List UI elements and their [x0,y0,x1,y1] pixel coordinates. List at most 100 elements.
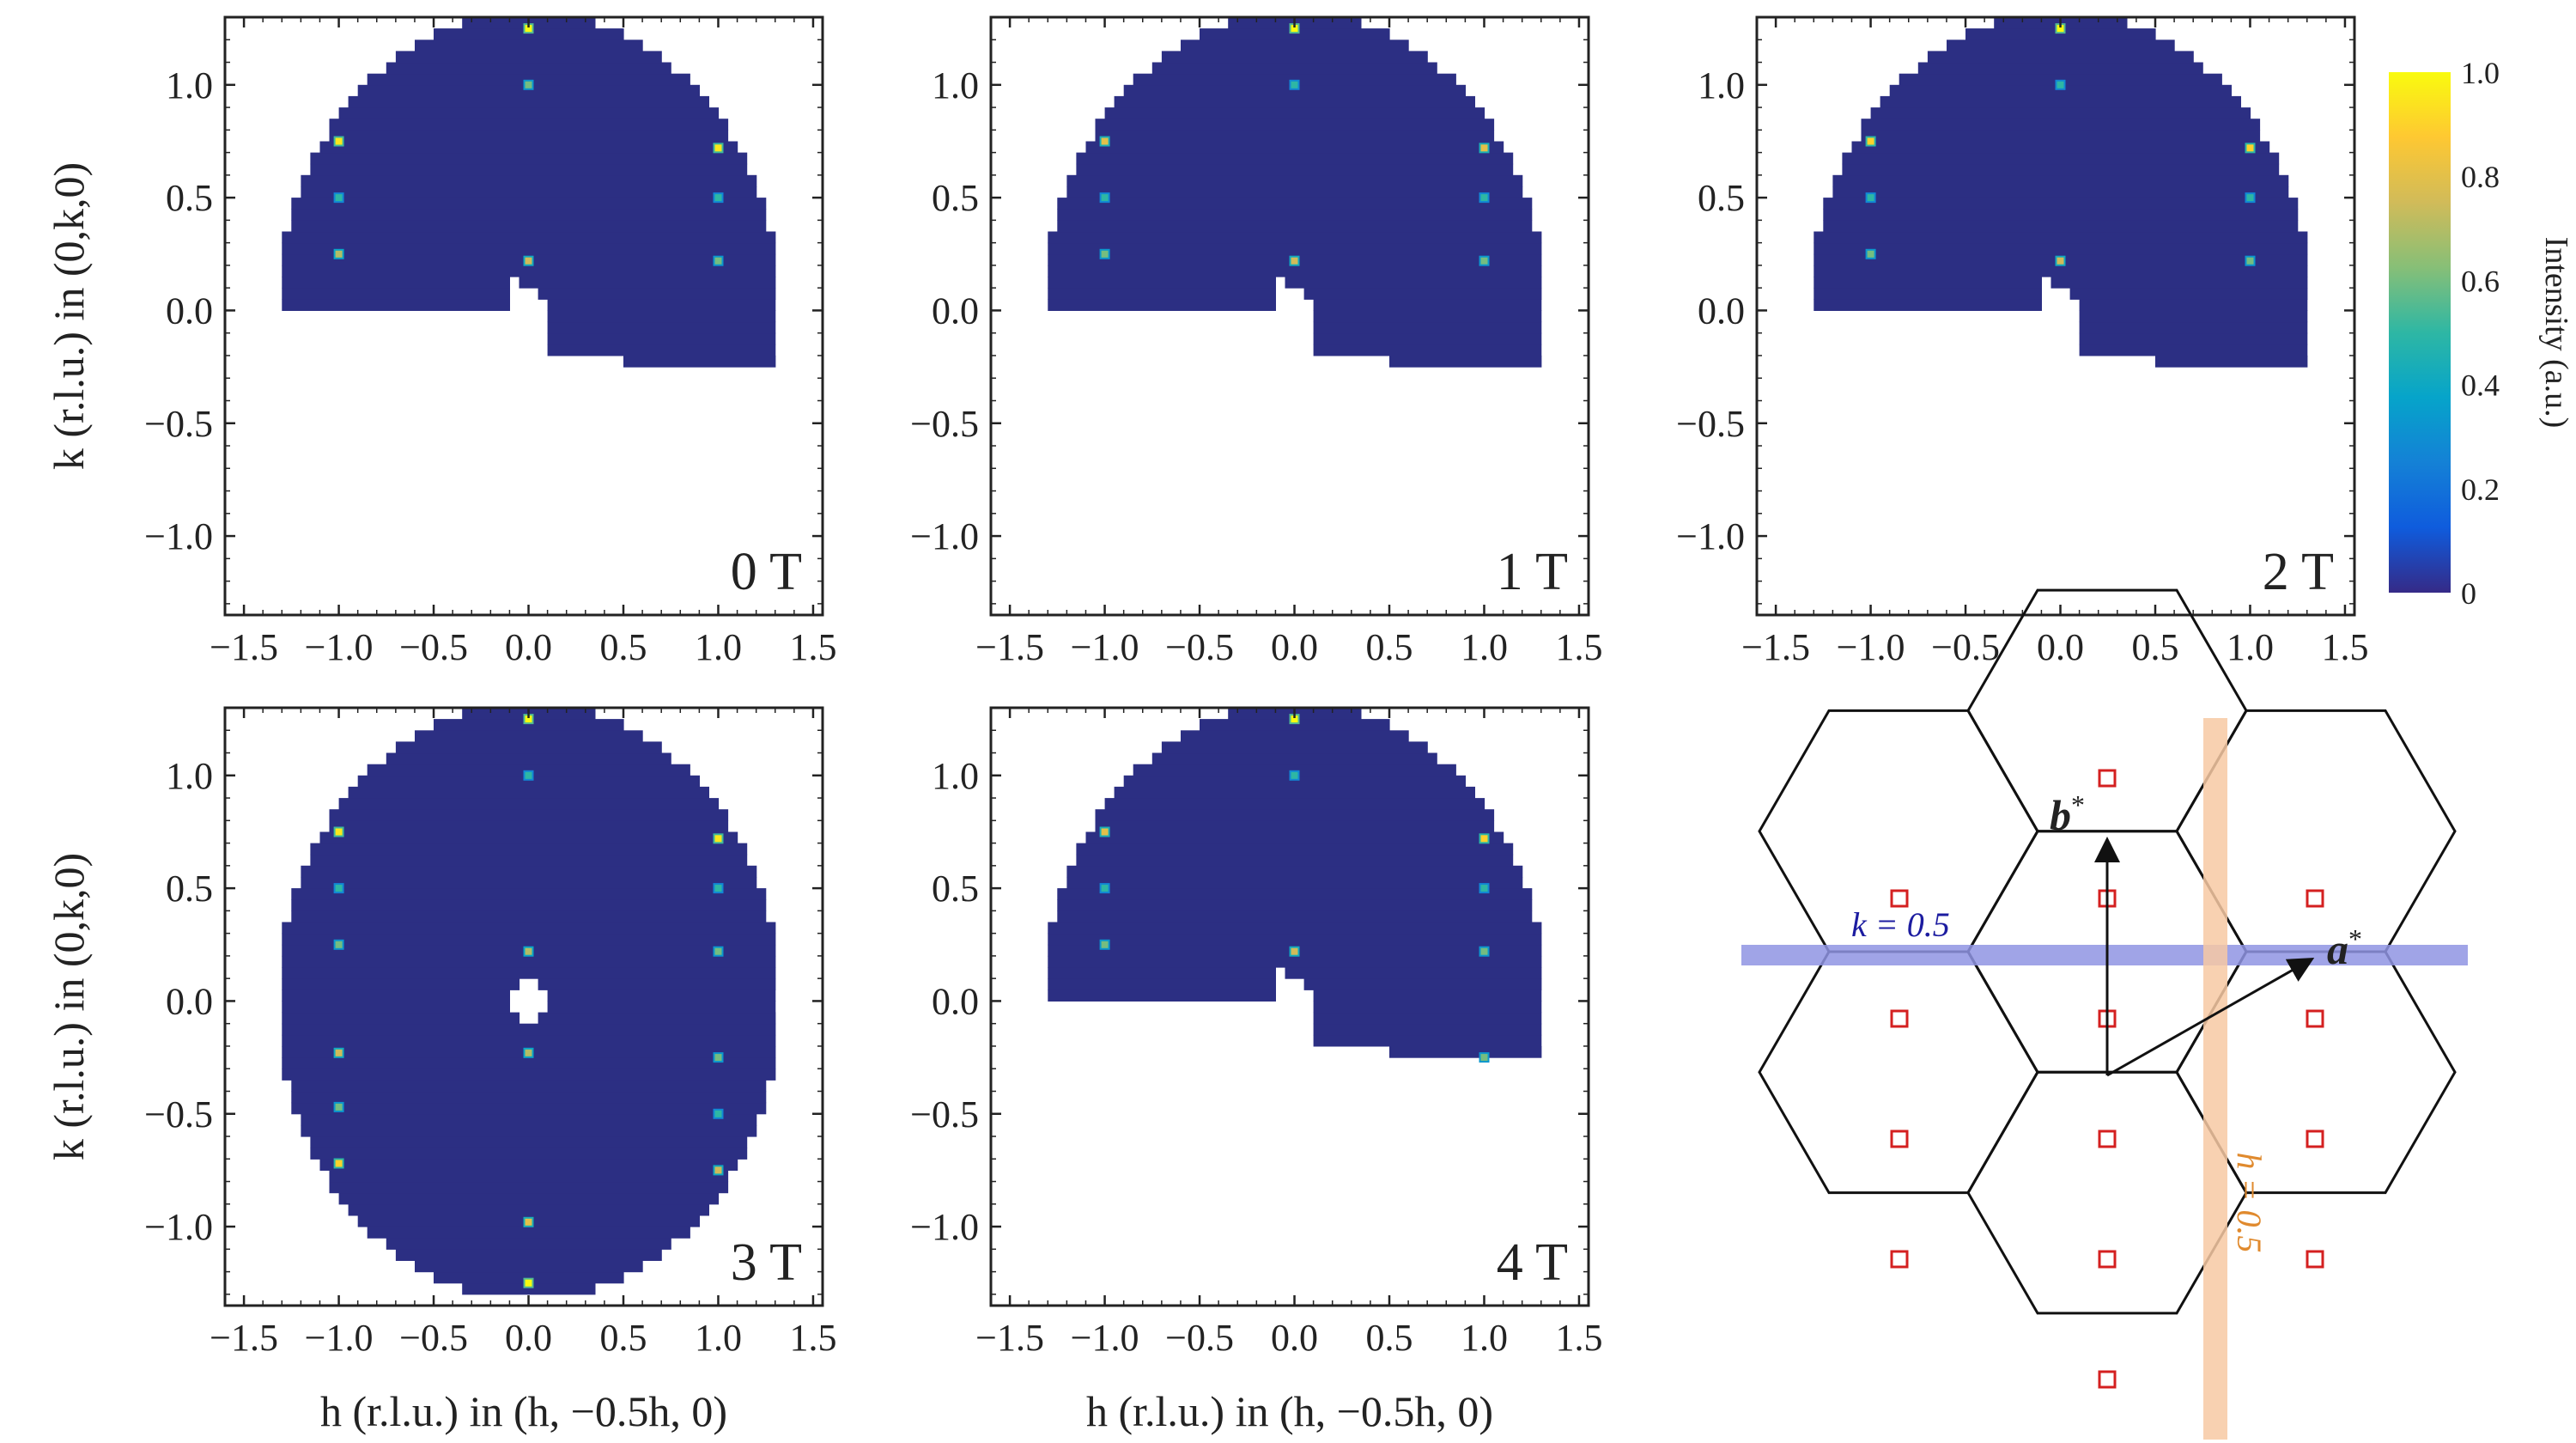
coverage-cell [338,1192,720,1205]
coverage-cell [2069,288,2308,300]
coverage-cell [1048,299,1276,311]
bragg-peak [2057,257,2064,265]
coverage-cell [1861,119,2261,131]
coverage-cell [1057,899,1533,911]
field-label: 3 T [731,1233,802,1292]
coverage-cell [1313,1023,1542,1036]
coverage-cell [282,922,776,935]
y-tick-label: −1.0 [910,1206,979,1248]
coverage-cell [538,1012,776,1025]
coverage-cell [291,1102,767,1115]
panel-0: −1.5 −1.0 −0.5 0.0 0.5 1.0 1.5 −1.0 −0.5 0.0 0.5 1.… [45,15,836,668]
bragg-peak [525,947,532,955]
y-tick-label: 0.5 [932,868,979,910]
coverage-cell [1285,967,1542,979]
coverage-cell [434,1271,624,1284]
peaks [1099,714,1490,1063]
plot-frame [223,706,824,1307]
coverage-cell [310,1136,748,1148]
bragg-peak [2057,25,2064,33]
coverage-cell [1313,1012,1542,1025]
x-tick-label: 1.0 [695,626,742,668]
coverage-cell [547,321,776,334]
coverage-cell [1057,198,1533,210]
coverage-cell [1832,174,2289,187]
panel-3: −1.5 −1.0 −0.5 0.0 0.5 1.0 1.5 −1.0 −0.5 0.0 0.5 1.… [45,706,836,1435]
y-tick-label: 0.5 [932,177,979,219]
bragg-peak [714,885,722,892]
coverage-cell [1057,209,1533,221]
bragg-peak [1101,941,1109,948]
bragg-peak [2057,81,2064,88]
colorbar-tick-label: 0.6 [2461,264,2500,298]
coverage-cell [2155,356,2308,368]
coverage-cell [1057,888,1533,900]
coverage-cell [1076,843,1514,855]
peak-marker [2306,889,2324,908]
coverage-cell [1161,741,1428,754]
plot-frame [989,706,1590,1307]
coverage-cell [434,28,624,40]
coverage-cell [1161,51,1428,64]
coverage-cell [367,764,690,776]
bragg-peak [1480,1054,1488,1062]
x-tick-label: 1.5 [789,1317,836,1359]
coverage-cell [291,888,767,900]
coverage-cell [1823,209,2299,221]
y-tick-label: 0.0 [1698,289,1745,332]
bragg-peak [1291,947,1298,955]
coverage-cell [1313,344,1542,356]
h-line-band [2203,718,2227,1440]
bragg-peak [714,835,722,843]
coverage-cell [1095,809,1495,821]
coverage-cell [291,910,767,923]
y-tick-label: 1.0 [932,64,979,107]
coverage-cell [329,1181,729,1194]
bragg-peak [1101,828,1109,836]
peaks [333,714,724,1288]
coverage-cell [1814,277,2042,289]
coverage-cell [1313,989,1542,1002]
coverage-cell [282,277,510,289]
coverage-cell [1880,95,2241,108]
coverage-cell [282,1001,510,1014]
coverage-cell [357,84,700,97]
coverage-cell [282,1012,520,1025]
y-tick-label: −0.5 [910,403,979,445]
x-tick-label: −1.5 [975,626,1044,668]
coverage-cell [1095,130,1495,142]
coverage-cell [1095,820,1495,832]
peaks [1099,23,1490,266]
coverage-map [1048,17,1542,368]
coverage-cell [1965,28,2156,40]
peak-marker [2098,769,2117,788]
bragg-peak [714,947,722,955]
bragg-peak [1480,885,1488,892]
brillouin-zone-hexagon [1758,950,2039,1195]
bragg-peak [1291,257,1298,265]
coverage-cell [1151,62,1437,75]
a-star-vector [2106,958,2315,1077]
x-tick-label: 1.0 [1461,626,1508,668]
bragg-peak [1291,25,1298,33]
coverage-cell [1870,107,2251,119]
colorbar-tick-label: 0.8 [2461,160,2500,194]
coverage-cell [1104,107,1485,119]
coverage-cell [282,1023,776,1036]
peak-marker [1890,1129,1909,1148]
bragg-peak [335,1049,343,1056]
k-line-band [1741,945,2468,965]
bragg-peak [335,1103,343,1111]
x-tick-label: 0.5 [2132,626,2179,668]
coverage-cell [1066,174,1523,187]
coverage-cell [415,40,643,52]
coverage-cell [1057,910,1533,923]
coverage-cell [1133,764,1456,776]
coverage-cell [547,310,776,323]
coverage-cell [282,989,510,1002]
coverage-cell [547,299,776,311]
peak-marker [2306,1129,2324,1148]
coverage-cell [282,1057,776,1069]
field-label: 4 T [1497,1233,1568,1292]
k-line-label: k = 0.5 [1851,905,1950,944]
